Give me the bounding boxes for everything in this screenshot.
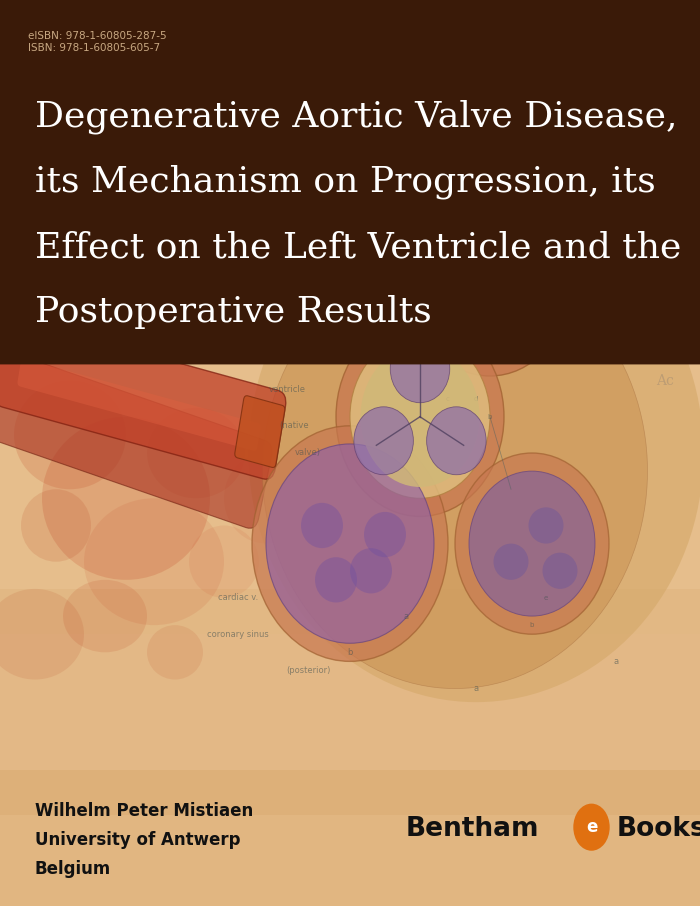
Text: ventricular a.: ventricular a.	[252, 276, 308, 285]
Text: Belgium: Belgium	[35, 860, 111, 878]
Ellipse shape	[391, 334, 449, 402]
Text: (posterior): (posterior)	[286, 666, 330, 675]
Text: University of Antwerp: University of Antwerp	[35, 831, 241, 849]
Text: a: a	[473, 684, 479, 693]
Text: Degenerative Aortic Valve Disease,: Degenerative Aortic Valve Disease,	[35, 100, 678, 134]
Ellipse shape	[262, 254, 648, 689]
Ellipse shape	[469, 471, 595, 616]
FancyBboxPatch shape	[18, 359, 260, 451]
Ellipse shape	[266, 444, 434, 643]
Text: coronary sinus: coronary sinus	[207, 630, 269, 639]
Bar	[0, 362, 700, 634]
Ellipse shape	[455, 453, 609, 634]
Ellipse shape	[444, 237, 536, 342]
Text: c: c	[446, 396, 450, 401]
Text: (native: (native	[279, 421, 309, 430]
Ellipse shape	[147, 625, 203, 680]
Text: aortic valve: aortic valve	[276, 240, 326, 249]
FancyBboxPatch shape	[0, 351, 272, 528]
Bar	[0, 301, 700, 906]
Ellipse shape	[252, 426, 448, 661]
Ellipse shape	[224, 453, 308, 544]
Circle shape	[573, 804, 610, 851]
Text: a: a	[613, 657, 619, 666]
Text: eISBN: 978-1-60805-287-5: eISBN: 978-1-60805-287-5	[28, 31, 167, 41]
Text: Postoperative Results: Postoperative Results	[35, 295, 432, 330]
Ellipse shape	[430, 222, 550, 358]
Ellipse shape	[21, 489, 91, 562]
Ellipse shape	[189, 525, 259, 598]
Ellipse shape	[426, 407, 486, 475]
Ellipse shape	[350, 335, 490, 498]
Ellipse shape	[364, 512, 406, 557]
Ellipse shape	[360, 346, 480, 487]
Ellipse shape	[528, 507, 564, 544]
Polygon shape	[0, 0, 700, 364]
Text: Bentham: Bentham	[406, 816, 540, 842]
Ellipse shape	[42, 417, 210, 580]
Text: H: H	[655, 281, 689, 317]
Text: c: c	[439, 278, 443, 284]
Text: b: b	[530, 622, 534, 628]
FancyBboxPatch shape	[234, 396, 285, 467]
Ellipse shape	[350, 548, 392, 593]
Bar	[0, 589, 700, 815]
Ellipse shape	[301, 503, 343, 548]
Text: coronary a.: coronary a.	[256, 313, 304, 322]
Text: its Mechanism on Progression, its: its Mechanism on Progression, its	[35, 165, 656, 199]
Ellipse shape	[14, 381, 126, 489]
Text: d: d	[474, 396, 478, 401]
Text: Books: Books	[617, 816, 700, 842]
Ellipse shape	[542, 553, 578, 589]
Text: b: b	[488, 414, 492, 419]
Text: Ac: Ac	[656, 373, 674, 388]
Ellipse shape	[63, 580, 147, 652]
Text: ISBN: 978-1-60805-605-7: ISBN: 978-1-60805-605-7	[28, 43, 160, 53]
Ellipse shape	[84, 498, 224, 625]
Bar	[0, 770, 700, 906]
Text: a: a	[460, 251, 464, 256]
Text: b: b	[347, 648, 353, 657]
Text: cardiac v.: cardiac v.	[218, 593, 258, 602]
Ellipse shape	[315, 557, 357, 602]
Text: d: d	[509, 278, 513, 284]
Text: valve): valve)	[295, 448, 321, 458]
Ellipse shape	[494, 544, 528, 580]
Text: Effect on the Left Ventricle and the: Effect on the Left Ventricle and the	[35, 230, 681, 265]
Text: circumflex a.: circumflex a.	[253, 349, 307, 358]
Ellipse shape	[0, 589, 84, 680]
Ellipse shape	[336, 317, 504, 516]
Text: Wilhelm Peter Mistiaen: Wilhelm Peter Mistiaen	[35, 802, 253, 820]
Text: ventricle: ventricle	[269, 385, 305, 394]
Ellipse shape	[413, 204, 567, 376]
FancyBboxPatch shape	[0, 318, 286, 479]
Ellipse shape	[147, 408, 245, 498]
Ellipse shape	[248, 204, 700, 702]
Ellipse shape	[354, 407, 414, 475]
Text: a: a	[403, 612, 409, 621]
Text: e: e	[544, 595, 548, 601]
Text: e: e	[586, 818, 597, 836]
